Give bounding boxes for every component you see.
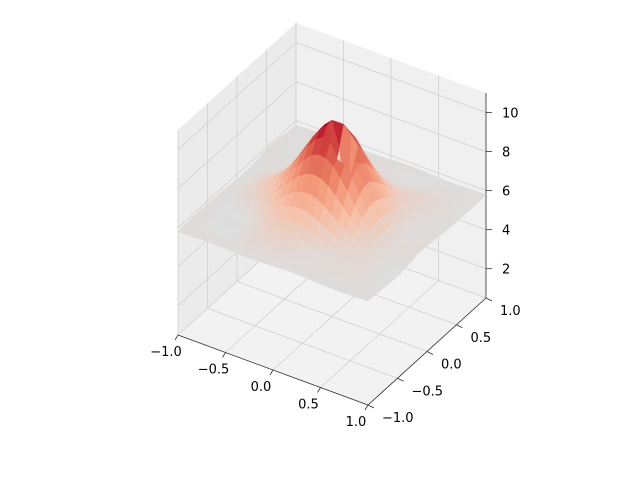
x-tick xyxy=(174,334,179,341)
tick-labels: −1.0 −0.5 0.0 0.5 1.0 −1.0 −0.5 0.0 0.5 1.0 2 4 6 8 10 xyxy=(150,107,520,430)
x-tick xyxy=(317,387,321,393)
z-tick-label: 6 xyxy=(502,185,510,200)
y-tick-label: 0.0 xyxy=(441,358,462,373)
x-tick xyxy=(364,404,369,411)
surface-mesh xyxy=(177,119,487,302)
y-tick xyxy=(397,377,404,382)
z-tick-label: 10 xyxy=(502,107,519,122)
y-grid-line xyxy=(236,76,428,352)
y-tick-label: 0.5 xyxy=(471,331,492,346)
z-grid-line xyxy=(177,120,487,228)
y-tick-label: −1.0 xyxy=(382,411,414,426)
y-tick-label: 1.0 xyxy=(500,304,521,319)
z-grid-line xyxy=(177,42,487,150)
x-tick xyxy=(269,369,274,376)
surface-facet xyxy=(360,294,373,302)
x-tick-label: −1.0 xyxy=(150,345,182,360)
z-tick-label: 8 xyxy=(502,146,510,161)
y-tick xyxy=(367,404,375,409)
z-tick-label: 4 xyxy=(502,224,510,239)
x-tick xyxy=(222,352,226,358)
x-tick-label: 1.0 xyxy=(346,415,367,430)
y-grid-line xyxy=(207,103,398,379)
x-tick-label: 0.5 xyxy=(298,398,319,413)
x-tick-label: −0.5 xyxy=(198,363,230,378)
x-tick-label: 0.0 xyxy=(251,380,272,395)
y-tick xyxy=(426,351,434,355)
tick-marks xyxy=(174,112,493,411)
z-tick-label: 2 xyxy=(502,263,510,278)
y-tick xyxy=(485,297,493,302)
y-tick xyxy=(456,324,463,329)
y-tick-label: −0.5 xyxy=(412,384,444,399)
z-grid-line xyxy=(177,81,487,189)
